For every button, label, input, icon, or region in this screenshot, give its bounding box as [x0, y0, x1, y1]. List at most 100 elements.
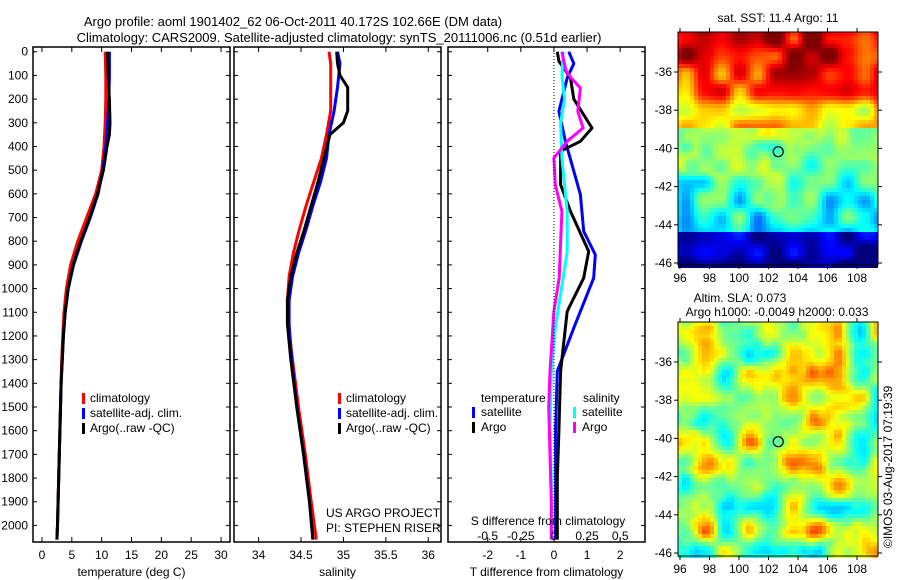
- map-cell: [738, 322, 742, 326]
- map-cell: [746, 418, 750, 422]
- map-cell: [690, 378, 694, 382]
- map-cell: [698, 76, 702, 80]
- map-cell: [802, 68, 806, 72]
- map-cell: [858, 394, 862, 398]
- map-cell: [806, 458, 810, 462]
- map-cell: [726, 446, 730, 450]
- map-cell: [838, 256, 842, 260]
- map-cell: [814, 76, 818, 80]
- map-cell: [814, 354, 818, 358]
- map-cell: [710, 64, 714, 68]
- map-cell: [702, 56, 706, 60]
- map-cell: [718, 338, 722, 342]
- map-cell: [702, 430, 706, 434]
- map-cell: [742, 136, 746, 140]
- map-cell: [822, 164, 826, 168]
- map-cell: [738, 104, 742, 108]
- map-cell: [854, 418, 858, 422]
- map-cell: [682, 176, 686, 180]
- map-cell: [746, 220, 750, 224]
- map-cell: [758, 136, 762, 140]
- map-cell: [722, 52, 726, 56]
- map-cell: [854, 68, 858, 72]
- map-cell: [854, 264, 858, 268]
- map-cell: [678, 418, 682, 422]
- sla-map-title-1: Altim. SLA: 0.073: [694, 291, 787, 305]
- map-cell: [830, 176, 834, 180]
- map-cell: [850, 418, 854, 422]
- map-cell: [698, 366, 702, 370]
- map-cell: [854, 192, 858, 196]
- map-cell: [798, 450, 802, 454]
- map-cell: [706, 454, 710, 458]
- map-cell: [678, 248, 682, 252]
- map-cell: [762, 422, 766, 426]
- map-cell: [802, 330, 806, 334]
- map-cell: [802, 248, 806, 252]
- map-cell: [814, 216, 818, 220]
- map-cell: [842, 60, 846, 64]
- map-cell: [786, 438, 790, 442]
- map-cell: [874, 112, 878, 116]
- map-cell: [702, 128, 706, 132]
- map-cell: [770, 382, 774, 386]
- map-cell: [714, 204, 718, 208]
- map-cell: [838, 342, 842, 346]
- map-cell: [730, 374, 734, 378]
- map-cell: [742, 224, 746, 228]
- map-cell: [866, 422, 870, 426]
- map-cell: [866, 232, 870, 236]
- map-cell: [810, 192, 814, 196]
- map-cell: [694, 32, 698, 36]
- map-cell: [722, 366, 726, 370]
- map-cell: [718, 60, 722, 64]
- map-cell: [794, 406, 798, 410]
- map-cell: [822, 378, 826, 382]
- map-cell: [850, 156, 854, 160]
- map-cell: [738, 450, 742, 454]
- map-cell: [826, 188, 830, 192]
- map-cell: [702, 450, 706, 454]
- map-cell: [814, 80, 818, 84]
- map-cell: [754, 236, 758, 240]
- map-cell: [702, 148, 706, 152]
- map-cell: [790, 128, 794, 132]
- map-cell: [722, 40, 726, 44]
- map-cell: [786, 192, 790, 196]
- map-cell: [770, 200, 774, 204]
- map-cell: [850, 244, 854, 248]
- map-cell: [734, 196, 738, 200]
- map-cell: [734, 458, 738, 462]
- map-cell: [746, 338, 750, 342]
- map-cell: [730, 438, 734, 442]
- map-cell: [730, 358, 734, 362]
- map-cell: [730, 196, 734, 200]
- map-cell: [774, 394, 778, 398]
- map-cell: [762, 330, 766, 334]
- map-cell: [686, 442, 690, 446]
- map-cell: [742, 414, 746, 418]
- map-cell: [874, 72, 878, 76]
- map-cell: [862, 124, 866, 128]
- map-cell: [866, 136, 870, 140]
- map-cell: [850, 160, 854, 164]
- map-cell: [786, 232, 790, 236]
- map-cell: [818, 450, 822, 454]
- map-cell: [842, 430, 846, 434]
- map-cell: [794, 180, 798, 184]
- map-cell: [730, 430, 734, 434]
- map-cell: [858, 446, 862, 450]
- map-cell: [790, 192, 794, 196]
- map-cell: [822, 220, 826, 224]
- map-cell: [730, 402, 734, 406]
- map-cell: [810, 184, 814, 188]
- map-cell: [794, 120, 798, 124]
- map-cell: [694, 322, 698, 326]
- map-cell: [722, 458, 726, 462]
- map-cell: [846, 40, 850, 44]
- map-cell: [870, 240, 874, 244]
- map-cell: [690, 184, 694, 188]
- map-cell: [762, 44, 766, 48]
- map-cell: [698, 454, 702, 458]
- map-cell: [870, 256, 874, 260]
